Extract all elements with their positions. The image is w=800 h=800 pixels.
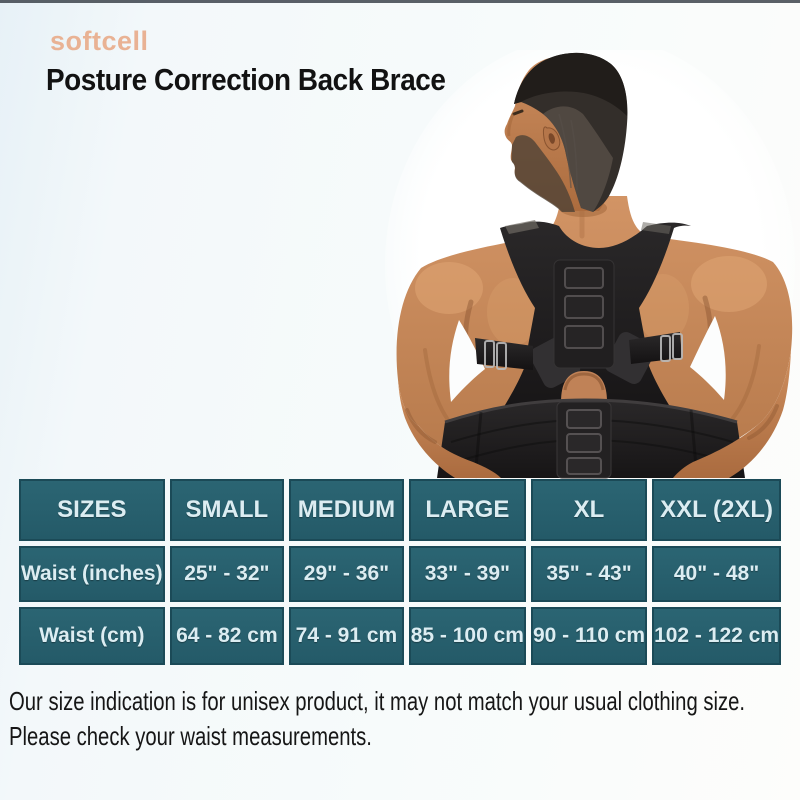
waist-cm-xxl: 102 - 122 cm <box>652 607 781 665</box>
brand-logo: softcell <box>50 26 149 56</box>
beard <box>511 135 575 212</box>
page-title: Posture Correction Back Brace <box>46 62 446 97</box>
waist-cm-xl: 90 - 110 cm <box>530 607 648 665</box>
size-disclaimer: Our size indication is for unisex produc… <box>9 684 798 754</box>
forearms <box>398 350 791 478</box>
waist-inches-xxl: 40" - 48" <box>652 546 781 602</box>
forearm-left <box>398 380 501 478</box>
waist-inches-large: 33" - 39" <box>408 546 526 602</box>
underarm-strap-right <box>629 332 683 364</box>
posture-brace <box>437 220 745 479</box>
top-border <box>0 0 800 3</box>
hair-top <box>514 52 628 116</box>
size-disclaimer-line1: Our size indication is for unisex produc… <box>9 686 746 716</box>
waist-inches-small: 25" - 32" <box>169 546 285 602</box>
waist-cm-large: 85 - 100 cm <box>408 607 526 665</box>
man-back-view-illustration <box>385 50 795 480</box>
size-table-header-large: LARGE <box>408 479 526 541</box>
background-gaps <box>449 316 726 402</box>
ear <box>542 126 561 151</box>
size-table-header-small: SMALL <box>169 479 285 541</box>
size-disclaimer-line2: Please check your waist measurements. <box>9 721 372 751</box>
row-label-waist-cm: Waist (cm) <box>19 607 165 665</box>
metal-buckle-left <box>484 340 495 368</box>
waist-cm-small: 64 - 82 cm <box>169 607 285 665</box>
forearm-right <box>673 350 791 478</box>
head <box>504 52 628 212</box>
metal-buckle-left-2 <box>496 342 507 370</box>
waist-cm-medium: 74 - 91 cm <box>289 607 404 665</box>
size-table-header-medium: MEDIUM <box>289 479 404 541</box>
waist-inches-xl: 35" - 43" <box>530 546 648 602</box>
hair-fade <box>543 106 613 212</box>
underarm-strap-left <box>475 338 533 370</box>
product-photo <box>385 50 800 480</box>
size-table-header-sizes: SIZES <box>19 479 165 541</box>
eyebrow <box>512 109 524 116</box>
waist-inches-medium: 29" - 36" <box>289 546 404 602</box>
size-table-header-xxl: XXL (2XL) <box>652 479 781 541</box>
metal-buckle-right-2 <box>672 333 683 360</box>
row-label-waist-inches: Waist (inches) <box>19 546 165 602</box>
size-table-header-xl: XL <box>530 479 648 541</box>
brace-spine-ladder <box>553 259 615 369</box>
brace-waist-band <box>437 398 745 479</box>
size-chart-table: SIZES SMALL MEDIUM LARGE XL XXL (2XL) Wa… <box>19 479 781 665</box>
metal-buckle-right <box>660 335 671 362</box>
